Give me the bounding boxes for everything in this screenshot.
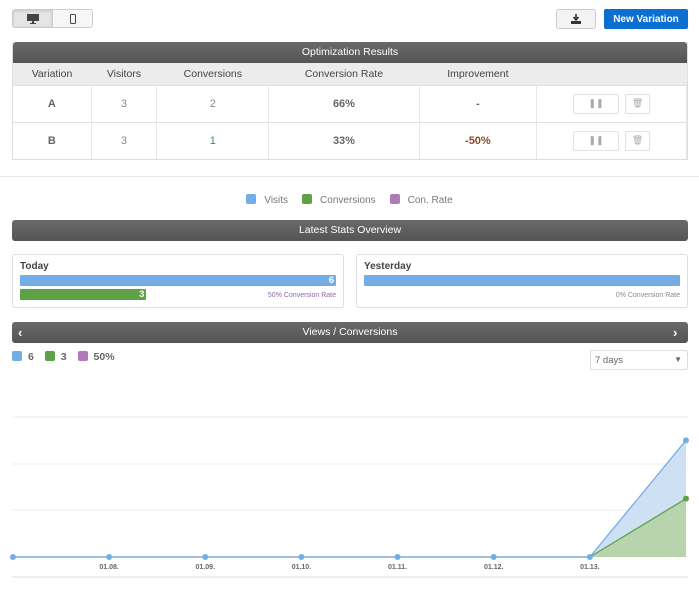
today-conversions-bar: 3: [20, 289, 147, 300]
visitors: 3: [91, 121, 158, 159]
today-visits-bar: 6: [20, 275, 336, 286]
legend-rate: Con. Rate: [389, 194, 453, 206]
x-tick-label: 01.09.: [196, 564, 216, 571]
data-point: [586, 554, 593, 560]
visitors: 3: [91, 84, 158, 122]
x-tick-label: 01.12.: [484, 564, 504, 571]
data-point: [394, 554, 401, 560]
divider: [0, 176, 699, 177]
x-tick-label: 01.11.: [388, 564, 407, 571]
download-button[interactable]: [556, 9, 596, 29]
yesterday-visits-bar: [364, 275, 680, 286]
pause-icon[interactable]: ❚❚: [573, 93, 620, 114]
today-label: Today: [20, 261, 49, 272]
conversions: 1: [156, 121, 270, 159]
yesterday-label: Yesterday: [364, 261, 412, 272]
x-tick-label: 01.08.: [99, 564, 119, 571]
stats-title: Latest Stats Overview: [12, 220, 688, 241]
col-conversions: Conversions: [156, 63, 269, 85]
views-header: Views / Conversions: [12, 322, 688, 343]
range-select[interactable]: 7 days ▼: [590, 350, 688, 370]
col-improvement: Improvement: [419, 63, 537, 85]
desktop-icon: [26, 13, 39, 24]
views-chart: 01.08. 01.09. 01.10. 01.11. 01.12. 01.13.: [10, 416, 689, 578]
device-toggle: [12, 9, 93, 28]
data-point: [683, 437, 689, 444]
conversions: 2: [156, 84, 270, 122]
improvement: -: [419, 84, 538, 122]
x-tick-label: 01.13.: [580, 564, 600, 571]
data-point: [490, 554, 497, 560]
x-tick-label: 01.10.: [292, 564, 312, 571]
summary-conversions: 3: [60, 351, 67, 363]
trash-icon[interactable]: 🗑: [625, 93, 651, 114]
legend-visits: Visits: [246, 194, 288, 206]
col-actions: [536, 63, 687, 85]
new-variation-button[interactable]: New Variation: [604, 9, 688, 29]
summary-visits: 6: [28, 351, 34, 363]
prev-chevron-icon[interactable]: ‹: [18, 325, 23, 340]
pause-icon[interactable]: ❚❚: [573, 130, 620, 151]
table-row: B 3 1 33% -50% ❚❚ 🗑: [13, 121, 687, 159]
variation: A: [13, 84, 92, 122]
legend-conversions: Conversions: [302, 194, 376, 206]
next-chevron-icon[interactable]: ›: [673, 325, 678, 340]
chevron-down-icon: ▼: [674, 355, 682, 364]
mobile-icon: [69, 13, 76, 24]
data-point: [683, 495, 689, 502]
col-variation: Variation: [13, 63, 92, 85]
col-rate: Conversion Rate: [268, 63, 420, 85]
optimization-results-table: Optimization Results Variation Visitors …: [12, 42, 688, 160]
series-area: [13, 498, 686, 557]
today-card: Today 6 3 50% Conversion Rate: [12, 254, 344, 308]
rate: 33%: [268, 121, 420, 159]
chart-legend: Visits Conversions Con. Rate: [0, 194, 699, 206]
series-line: [13, 498, 687, 558]
summary-rate: 50%: [93, 351, 115, 363]
trash-icon[interactable]: 🗑: [625, 130, 651, 151]
improvement: -50%: [419, 121, 538, 159]
series-area: [13, 440, 686, 557]
data-point: [202, 554, 209, 560]
actions: ❚❚ 🗑: [536, 84, 687, 122]
yesterday-rate: 0% Conversion Rate: [615, 292, 680, 299]
desktop-view-button[interactable]: [13, 10, 53, 27]
rate: 66%: [268, 84, 420, 122]
actions: ❚❚ 🗑: [536, 121, 687, 159]
col-visitors: Visitors: [91, 63, 157, 85]
variation: B: [13, 121, 92, 159]
views-summary: 6 3 50%: [12, 351, 115, 363]
download-icon: [571, 14, 581, 24]
yesterday-card: Yesterday 0% Conversion Rate: [356, 254, 688, 308]
series-line: [13, 439, 687, 558]
today-rate: 50% Conversion Rate: [267, 292, 336, 299]
mobile-view-button[interactable]: [53, 10, 92, 27]
table-row: A 3 2 66% - ❚❚ 🗑: [13, 84, 687, 122]
data-point: [298, 554, 305, 560]
views-title: Views / Conversions: [302, 326, 398, 338]
results-title: Optimization Results: [13, 42, 687, 63]
data-point: [106, 554, 113, 560]
data-point: [10, 554, 16, 560]
